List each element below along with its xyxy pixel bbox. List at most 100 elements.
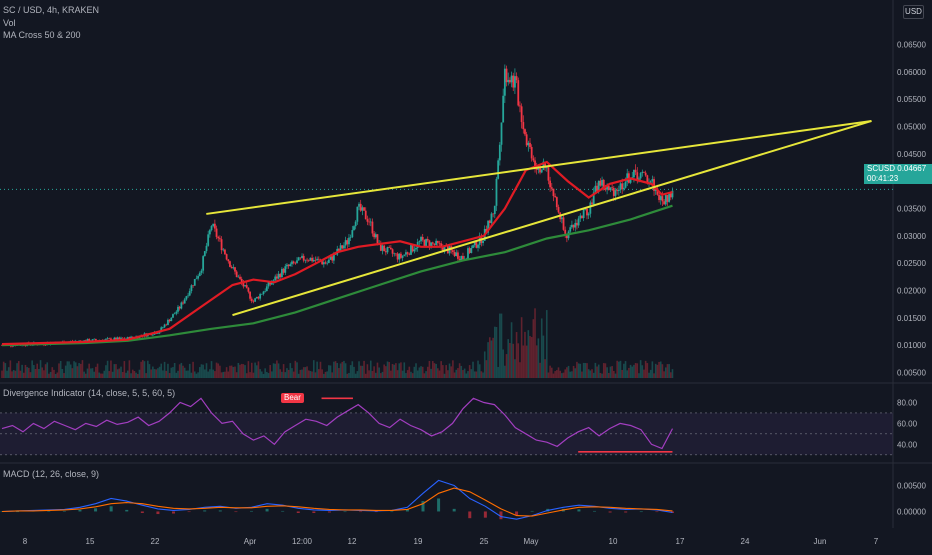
volume-bar [266, 371, 268, 378]
candle-body [183, 299, 186, 304]
volume-bar [158, 366, 161, 378]
candle-body [571, 224, 573, 228]
macd-tick-label: 0.00500 [897, 482, 926, 491]
volume-bar [559, 370, 561, 378]
volume-bar [187, 370, 189, 378]
volume-bar [629, 364, 632, 378]
candle-body [361, 207, 364, 211]
volume-bar [651, 361, 654, 378]
volume-bar [279, 369, 282, 378]
volume-bar [28, 367, 30, 378]
volume-bar [602, 363, 605, 378]
volume-bar [277, 363, 280, 378]
volume-bar [49, 371, 52, 378]
candle-body [455, 252, 458, 257]
volume-bar [663, 371, 665, 378]
volume-bar [281, 371, 283, 378]
volume-bar [14, 370, 17, 378]
volume-bar [242, 364, 245, 378]
candle-body [487, 220, 489, 233]
candle-body [508, 79, 511, 83]
candle-body [151, 334, 154, 336]
volume-bar [430, 368, 432, 378]
macd-histogram-bar [281, 510, 285, 512]
volume-bar [142, 360, 144, 378]
volume-bar [416, 370, 419, 378]
candle-body [458, 258, 461, 261]
volume-bar [168, 373, 171, 378]
candle-body [492, 213, 495, 215]
volume-bar [572, 365, 575, 378]
price-tick-label: 0.06000 [897, 68, 926, 77]
candle-body [562, 217, 565, 230]
candle-body [222, 249, 225, 251]
macd-histogram-bar [156, 511, 160, 515]
volume-bar [130, 373, 132, 378]
candle-body [534, 160, 536, 167]
volume-bar [69, 364, 72, 378]
volume-bar [346, 373, 349, 378]
volume-bar [51, 367, 54, 378]
volume-bar [44, 364, 47, 378]
volume-bar [110, 360, 112, 378]
volume-bar [135, 372, 137, 378]
candle-body [259, 294, 262, 299]
volume-bar [619, 360, 622, 378]
volume-bar [566, 367, 568, 378]
candle-body [173, 313, 176, 315]
volume-bar [368, 370, 370, 378]
volume-bar [160, 363, 163, 378]
candle-body [565, 233, 568, 239]
volume-bar [468, 365, 471, 378]
candle-body [121, 337, 124, 339]
candle-body [547, 167, 550, 181]
volume-bar [232, 366, 235, 378]
candle-body [544, 161, 546, 169]
volume-bar [398, 363, 401, 378]
volume-bar [594, 362, 597, 378]
volume-bar [579, 363, 582, 378]
volume-bar [198, 367, 201, 378]
volume-bar [448, 363, 451, 378]
candle-body [287, 264, 290, 267]
candle-body [601, 179, 603, 186]
candle-body [185, 296, 188, 300]
currency-button[interactable]: USD [903, 5, 924, 19]
volume-bar [56, 372, 59, 378]
volume-bar [494, 326, 496, 378]
candle-body [93, 338, 96, 340]
candle-body [460, 256, 463, 261]
rsi-tick-label: 60.00 [897, 419, 918, 428]
volume-bar [98, 372, 101, 378]
volume-bar [299, 369, 302, 378]
candle-body [262, 291, 265, 295]
candle-body [255, 296, 258, 299]
volume-bar [207, 371, 209, 378]
candle-body [381, 245, 384, 251]
signal-line [1, 487, 673, 517]
volume-bar [599, 372, 602, 378]
volume-bar [649, 369, 652, 378]
volume-bar [73, 361, 75, 378]
volume-bar [225, 367, 228, 378]
volume-bar [26, 367, 28, 378]
volume-bar [66, 361, 69, 378]
volume-bar [31, 360, 33, 378]
volume-bar [440, 361, 442, 378]
candle-body [612, 188, 615, 196]
macd-histogram-bar [109, 506, 113, 512]
candle-body [312, 259, 315, 262]
candle-body [643, 171, 645, 173]
volume-bar [294, 360, 297, 378]
candle-body [537, 167, 540, 170]
volume-bar [41, 367, 44, 378]
candle-body [279, 273, 282, 278]
volume-bar [463, 368, 466, 378]
candle-body [162, 327, 164, 328]
candle-body [401, 255, 404, 258]
rsi-tick-label: 40.00 [897, 440, 918, 449]
candle-body [564, 229, 567, 234]
volume-bar [601, 373, 603, 378]
